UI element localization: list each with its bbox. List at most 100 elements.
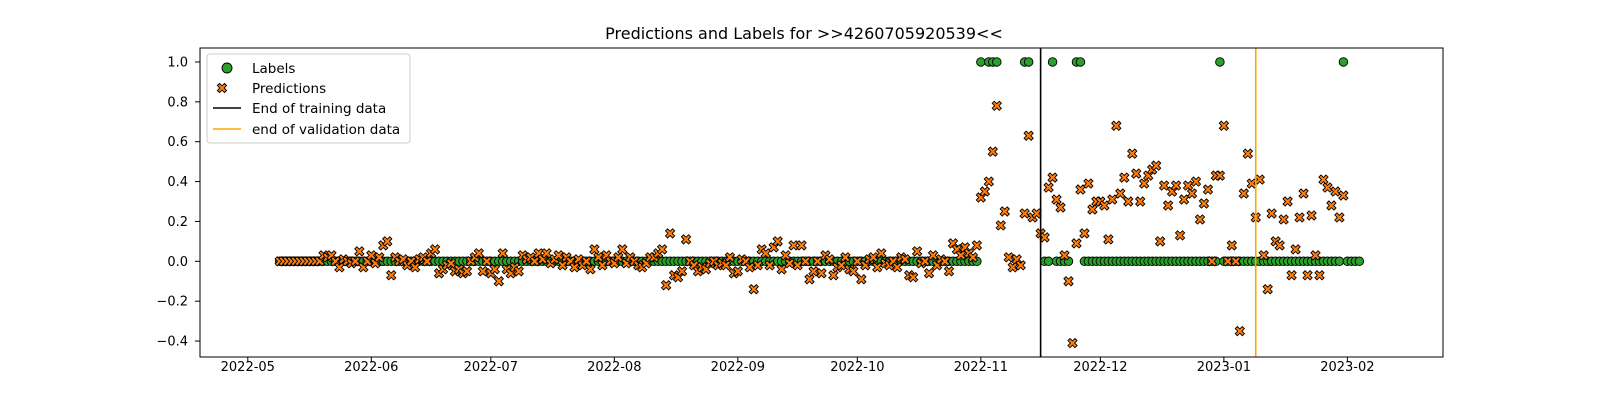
y-tick-label: 0.4 xyxy=(167,175,188,190)
prediction-point xyxy=(868,252,879,263)
prediction-point xyxy=(593,252,604,263)
prediction-point xyxy=(1115,188,1126,199)
prediction-point xyxy=(840,252,851,263)
prediction-point xyxy=(1099,200,1110,211)
chart-title: Predictions and Labels for >>42607059205… xyxy=(605,24,1003,43)
prediction-point xyxy=(1262,283,1273,295)
legend-box xyxy=(206,53,411,144)
prediction-point xyxy=(995,220,1007,231)
prediction-point xyxy=(1043,182,1054,193)
prediction-point xyxy=(1310,250,1321,261)
prediction-point xyxy=(983,176,995,187)
prediction-point xyxy=(1075,184,1086,195)
prediction-point xyxy=(792,260,803,271)
prediction-point xyxy=(1103,234,1114,245)
label-point xyxy=(1338,57,1349,67)
prediction-point xyxy=(1174,230,1186,241)
y-tick-label: 0.2 xyxy=(167,215,188,230)
prediction-point xyxy=(1154,236,1166,247)
prediction-point xyxy=(1123,196,1134,207)
labels-layer xyxy=(274,57,1365,267)
prediction-point xyxy=(856,274,867,285)
prediction-point xyxy=(1226,240,1238,251)
prediction-point xyxy=(724,252,736,263)
prediction-point xyxy=(664,228,676,239)
x-tick-label: 2022-08 xyxy=(587,360,641,375)
prediction-point xyxy=(473,248,485,259)
prediction-point xyxy=(421,256,433,267)
legend-labels-marker xyxy=(221,62,233,74)
prediction-point xyxy=(1290,244,1301,255)
label-point xyxy=(1043,256,1054,267)
label-point xyxy=(1334,256,1345,267)
prediction-point xyxy=(589,244,600,255)
legend-predictions-text: Predictions xyxy=(252,81,326,97)
prediction-point xyxy=(748,283,760,295)
prediction-point xyxy=(979,186,991,197)
x-tick-label: 2022-06 xyxy=(344,360,398,375)
prediction-point xyxy=(1019,208,1030,219)
prediction-point xyxy=(334,262,345,273)
prediction-point xyxy=(1138,178,1150,189)
prediction-point xyxy=(382,236,393,247)
prediction-point xyxy=(1198,198,1210,209)
prediction-point xyxy=(1286,270,1297,281)
prediction-point xyxy=(752,260,763,271)
prediction-point xyxy=(1330,186,1341,197)
prediction-point xyxy=(366,250,377,261)
predictions-layer xyxy=(274,100,1349,349)
prediction-point xyxy=(1294,212,1305,223)
prediction-point xyxy=(557,260,568,271)
y-tick-label: −0.2 xyxy=(156,295,188,310)
label-point xyxy=(1047,57,1058,67)
prediction-point xyxy=(1130,168,1142,179)
prediction-point xyxy=(1218,120,1230,131)
prediction-point xyxy=(1242,148,1254,159)
label-point xyxy=(1215,57,1225,67)
legend-validation-text: end of validation data xyxy=(252,122,400,138)
prediction-point xyxy=(1178,194,1190,205)
label-point xyxy=(1354,256,1365,267)
prediction-point xyxy=(987,146,999,157)
prediction-point xyxy=(1186,188,1198,199)
prediction-point xyxy=(1127,148,1138,159)
prediction-point xyxy=(1306,210,1317,221)
label-point xyxy=(1075,57,1086,67)
prediction-point xyxy=(991,100,1003,112)
prediction-point xyxy=(804,274,815,285)
prediction-point xyxy=(656,244,668,255)
prediction-point xyxy=(1047,172,1058,183)
prediction-point xyxy=(513,266,524,277)
prediction-point xyxy=(374,252,385,263)
prediction-point xyxy=(1214,170,1226,181)
prediction-point xyxy=(1314,270,1325,281)
prediction-point xyxy=(812,256,823,267)
prediction-point xyxy=(660,279,672,291)
prediction-point xyxy=(828,270,839,281)
prediction-point xyxy=(1059,250,1070,261)
prediction-point xyxy=(1282,196,1293,207)
prediction-point xyxy=(1079,228,1090,239)
prediction-point xyxy=(1063,276,1074,287)
prediction-point xyxy=(1051,194,1062,205)
prediction-point xyxy=(971,240,983,251)
prediction-point xyxy=(1258,250,1269,261)
prediction-point xyxy=(824,254,835,265)
prediction-point xyxy=(967,252,979,263)
prediction-point xyxy=(1274,240,1285,251)
prediction-point xyxy=(1111,120,1122,131)
x-tick-label: 2022-11 xyxy=(954,360,1008,375)
prediction-point xyxy=(481,256,493,267)
prediction-point xyxy=(1326,200,1337,211)
prediction-point xyxy=(923,268,935,279)
legend: Labels Predictions End of training data … xyxy=(206,53,411,144)
legend-labels-text: Labels xyxy=(252,61,295,77)
prediction-point xyxy=(776,264,787,275)
prediction-point xyxy=(876,248,887,259)
prediction-point xyxy=(1298,188,1309,199)
prediction-point xyxy=(784,258,795,269)
prediction-point xyxy=(1170,180,1182,191)
x-tick-label: 2023-02 xyxy=(1320,360,1374,375)
prediction-point xyxy=(1067,337,1078,349)
